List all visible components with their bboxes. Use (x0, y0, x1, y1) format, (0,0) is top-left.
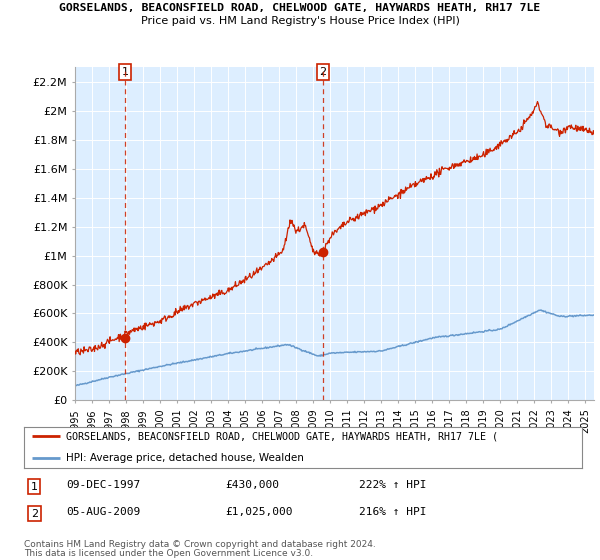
Text: GORSELANDS, BEACONSFIELD ROAD, CHELWOOD GATE, HAYWARDS HEATH, RH17 7LE: GORSELANDS, BEACONSFIELD ROAD, CHELWOOD … (59, 3, 541, 13)
Text: Price paid vs. HM Land Registry's House Price Index (HPI): Price paid vs. HM Land Registry's House … (140, 16, 460, 26)
Text: HPI: Average price, detached house, Wealden: HPI: Average price, detached house, Weal… (66, 452, 304, 463)
Text: Contains HM Land Registry data © Crown copyright and database right 2024.: Contains HM Land Registry data © Crown c… (24, 540, 376, 549)
Text: 222% ↑ HPI: 222% ↑ HPI (359, 480, 426, 491)
Text: 1: 1 (31, 482, 38, 492)
Text: 09-DEC-1997: 09-DEC-1997 (66, 480, 140, 491)
Text: 216% ↑ HPI: 216% ↑ HPI (359, 507, 426, 517)
Text: GORSELANDS, BEACONSFIELD ROAD, CHELWOOD GATE, HAYWARDS HEATH, RH17 7LE (: GORSELANDS, BEACONSFIELD ROAD, CHELWOOD … (66, 431, 498, 441)
Text: This data is licensed under the Open Government Licence v3.0.: This data is licensed under the Open Gov… (24, 549, 313, 558)
Text: £1,025,000: £1,025,000 (225, 507, 292, 517)
Text: 1: 1 (122, 67, 128, 77)
Text: 2: 2 (320, 67, 326, 77)
Text: £430,000: £430,000 (225, 480, 279, 491)
Text: 05-AUG-2009: 05-AUG-2009 (66, 507, 140, 517)
Text: 2: 2 (31, 508, 38, 519)
